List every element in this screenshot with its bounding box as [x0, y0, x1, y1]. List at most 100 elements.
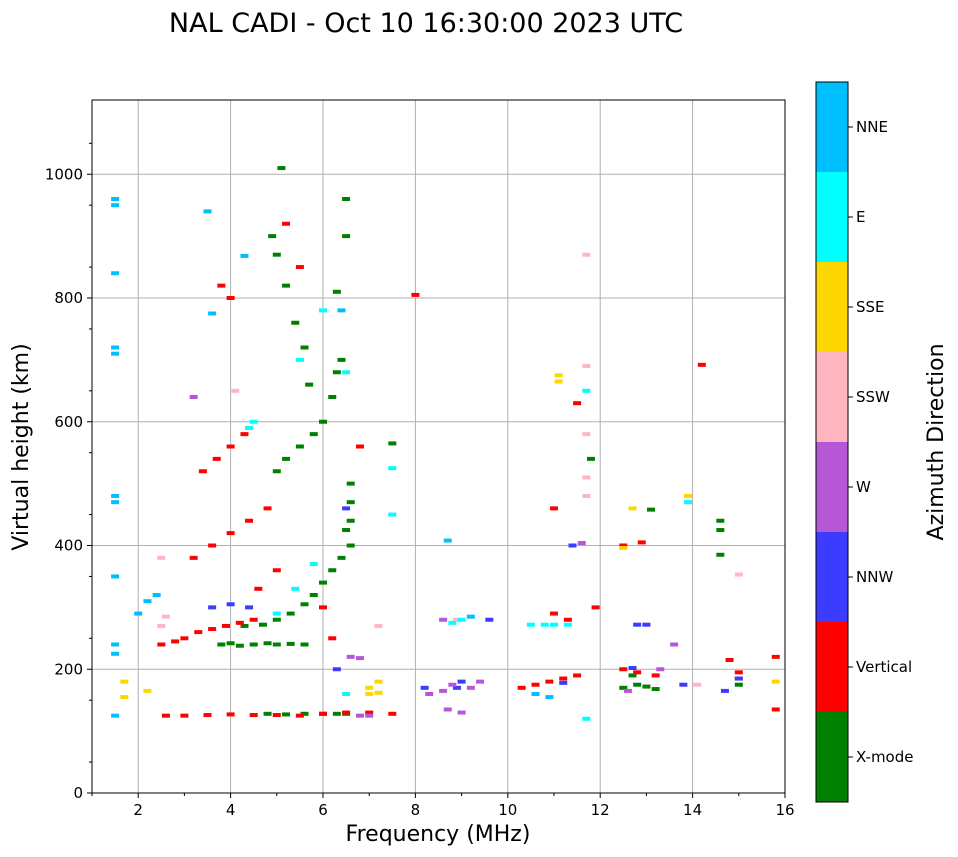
colorbar-segment: [816, 622, 848, 712]
data-point-nne: [466, 614, 475, 619]
x-tick-label: 14: [683, 801, 702, 819]
data-point-x-mode: [328, 568, 337, 573]
data-point-vertical: [563, 617, 572, 622]
data-point-ssw: [734, 572, 743, 577]
data-point-x-mode: [235, 643, 244, 648]
data-point-x-mode: [291, 320, 300, 325]
data-point-sse: [554, 379, 563, 384]
data-point-nne: [240, 253, 249, 258]
data-point-e: [249, 419, 258, 424]
data-point-vertical: [411, 292, 420, 297]
data-point-vertical: [591, 605, 600, 610]
data-point-vertical: [633, 670, 642, 675]
data-point-vertical: [208, 627, 217, 632]
data-point-vertical: [550, 611, 558, 616]
y-tick-label: 200: [54, 660, 83, 678]
data-point-vertical: [226, 531, 235, 536]
data-point-nnw: [420, 685, 429, 690]
data-point-w: [670, 642, 679, 647]
data-point-x-mode: [282, 712, 291, 717]
data-point-vertical: [725, 657, 734, 662]
data-point-x-mode: [226, 641, 235, 646]
colorbar-segment: [816, 82, 848, 172]
data-point-e: [309, 562, 318, 567]
data-point-ssw: [582, 432, 591, 437]
colorbar-label: SSE: [856, 298, 885, 316]
colorbar-label: SSW: [856, 388, 890, 406]
data-point-vertical: [295, 713, 304, 718]
data-point-x-mode: [337, 555, 346, 560]
data-point-x-mode: [346, 518, 355, 523]
data-point-ssw: [231, 388, 240, 393]
data-point-x-mode: [337, 357, 346, 362]
colorbar-frame: [815, 81, 849, 803]
data-point-x-mode: [319, 419, 327, 424]
data-point-ssw: [582, 494, 591, 498]
data-point-nnw: [734, 676, 743, 681]
data-point-w: [476, 679, 485, 684]
data-point-nne: [545, 695, 554, 700]
data-point-nnw: [628, 666, 637, 671]
data-point-x-mode: [277, 166, 286, 171]
data-point-x-mode: [332, 289, 341, 294]
data-point-sse: [374, 690, 383, 695]
data-point-x-mode: [586, 456, 595, 461]
data-point-nnw: [485, 617, 494, 622]
data-point-vertical: [734, 670, 743, 675]
data-point-nne: [111, 351, 120, 356]
data-point-ssw: [452, 617, 461, 622]
data-point-vertical: [240, 432, 249, 437]
data-point-nne: [111, 574, 120, 579]
colorbar-label: X-mode: [856, 748, 913, 766]
data-point-e: [272, 611, 281, 616]
data-point-vertical: [171, 639, 180, 644]
data-point-e: [683, 500, 692, 505]
data-point-e: [457, 617, 466, 622]
data-point-nnw: [720, 688, 729, 693]
y-tick-label: 1000: [45, 165, 83, 183]
data-point-vertical: [157, 642, 166, 647]
data-point-vertical: [319, 711, 327, 716]
data-point-ssw: [582, 252, 591, 257]
data-point-vertical: [328, 636, 337, 641]
data-point-x-mode: [319, 580, 327, 585]
data-point-vertical: [249, 713, 258, 718]
data-point-vertical: [573, 673, 582, 678]
data-point-nne: [152, 593, 161, 597]
grid-lines: [92, 100, 786, 793]
data-point-e: [563, 622, 572, 627]
data-point-x-mode: [716, 518, 725, 523]
y-tick-label: 0: [73, 784, 83, 802]
data-point-vertical: [254, 586, 263, 591]
data-point-e: [342, 692, 351, 696]
data-point-vertical: [545, 679, 554, 684]
data-point-nne: [111, 651, 120, 656]
colorbar-segment: [816, 532, 848, 622]
data-point-e: [342, 370, 351, 375]
data-point-x-mode: [716, 552, 725, 557]
data-point-w: [577, 541, 586, 546]
data-point-vertical: [189, 555, 198, 560]
data-point-x-mode: [300, 711, 309, 716]
data-point-x-mode: [328, 395, 337, 399]
data-point-ssw: [157, 623, 166, 628]
data-point-x-mode: [651, 687, 660, 692]
data-point-x-mode: [217, 642, 226, 647]
data-point-e: [582, 716, 591, 721]
data-point-nne: [111, 713, 120, 718]
data-point-nne: [143, 599, 152, 604]
data-point-vertical: [388, 711, 397, 716]
data-point-x-mode: [309, 593, 318, 597]
y-tick-label: 600: [54, 413, 83, 431]
data-point-ssw: [157, 555, 166, 560]
data-point-vertical: [697, 362, 706, 367]
data-point-x-mode: [272, 642, 281, 647]
colorbar: X-mode Vertical NNW W SSW SSE E NNE: [815, 81, 913, 803]
data-point-x-mode: [642, 684, 651, 689]
data-point-x-mode: [272, 252, 281, 257]
plot-frame: [91, 99, 786, 794]
colorbar-segment: [816, 352, 848, 442]
colorbar-label: W: [856, 478, 871, 496]
data-point-x-mode: [272, 469, 281, 474]
